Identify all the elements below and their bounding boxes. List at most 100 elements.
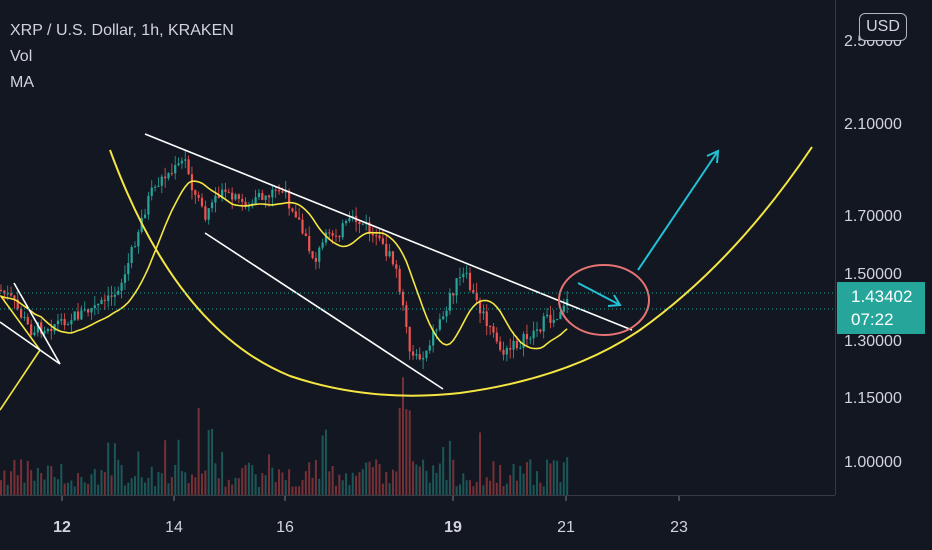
candle-body [442, 316, 445, 320]
volume-bar [502, 486, 505, 495]
volume-bar [184, 472, 187, 495]
candle-body [334, 235, 338, 237]
candle-body [489, 326, 492, 328]
candle-body [267, 195, 271, 198]
candle-body [36, 322, 39, 333]
candle-body [311, 251, 314, 258]
candle-body [150, 187, 153, 196]
volume-bar [465, 480, 468, 495]
volume-bar [73, 486, 76, 495]
volume-bar [345, 473, 348, 495]
candle-body [174, 165, 177, 174]
volume-bar [425, 470, 428, 495]
breakout-circle[interactable] [558, 264, 650, 336]
volume-bar [391, 469, 394, 495]
candle-body [241, 198, 244, 202]
candle-body [274, 189, 277, 191]
volume-bar [408, 410, 411, 495]
volume-bar [278, 469, 281, 495]
legend-title[interactable]: XRP / U.S. Dollar, 1h, KRAKEN [10, 22, 234, 39]
volume-bar [321, 435, 324, 495]
volume-bar [328, 471, 331, 495]
volume-bar [536, 471, 538, 495]
volume-bar [385, 472, 388, 495]
small-trendline-left-2[interactable] [0, 321, 61, 365]
price-axis[interactable]: 2.500002.100001.700001.500001.300001.150… [844, 33, 902, 471]
volume-bar [134, 476, 136, 495]
candle-body [271, 189, 274, 198]
candle-body [110, 295, 113, 297]
candle-body [43, 331, 46, 334]
volume-bar [107, 442, 110, 495]
candle-body [314, 257, 317, 262]
candle-body [261, 192, 264, 200]
channel-lower-line[interactable] [204, 232, 444, 390]
candle-body [117, 290, 120, 295]
candle-body [123, 274, 127, 283]
small-trendline-left[interactable] [13, 282, 61, 365]
candle-body [157, 185, 160, 187]
candle-body [100, 299, 103, 304]
candle-body [395, 264, 398, 269]
volume-bar [355, 475, 358, 495]
volume-bar [157, 471, 160, 495]
volume-bar [97, 484, 100, 495]
volume-bar [539, 482, 542, 495]
candle-body [13, 295, 16, 300]
candle-body [566, 299, 569, 306]
volume-bar [559, 482, 562, 495]
volume-bar [542, 486, 545, 495]
bar-countdown: 07:22 [851, 310, 894, 329]
rounded-bottom-curve[interactable] [109, 146, 813, 397]
volume-bar [33, 480, 36, 495]
volume-bar [13, 459, 16, 495]
candle-body [197, 194, 200, 198]
candle-body [50, 328, 53, 332]
candle-body [532, 330, 535, 339]
volume-bar [485, 477, 488, 495]
candle-body [559, 311, 562, 320]
volume-bar [304, 471, 307, 495]
volume-bar [519, 465, 522, 495]
volume-bar [43, 479, 46, 495]
resistance-trendline[interactable] [144, 133, 633, 331]
volume-bar [237, 478, 240, 495]
candle-body [227, 191, 230, 193]
candle-body [87, 309, 90, 313]
time-axis[interactable]: 12 14 16 19 21 23 [53, 496, 688, 536]
volume-bar [288, 469, 291, 495]
arrow-up-right[interactable] [637, 149, 720, 271]
volume-bar [214, 463, 217, 495]
candle-body [542, 316, 545, 332]
candle-body [76, 311, 80, 320]
candle-body [304, 233, 307, 236]
volume-bar [368, 461, 371, 495]
volume-bar [140, 477, 143, 495]
legend-vol[interactable]: Vol [10, 48, 33, 65]
arrow-down-right[interactable] [577, 282, 622, 307]
candle-body [254, 197, 257, 204]
volume-bar [264, 474, 267, 495]
candle-body [237, 194, 240, 199]
candle-body [502, 349, 505, 355]
volume-bar [247, 462, 250, 495]
volume-bar [271, 467, 274, 495]
candle-body [509, 348, 512, 350]
time-tick-label: 23 [670, 519, 688, 536]
candle-body [405, 305, 408, 327]
candle-body [455, 278, 458, 296]
volume-bar [103, 472, 106, 495]
volume-bar [30, 470, 33, 495]
candle-body [328, 232, 331, 234]
volume-bars [0, 377, 569, 495]
candle-body [492, 326, 495, 333]
volume-bar [90, 474, 93, 495]
candle-body [217, 195, 220, 199]
volume-bar [529, 459, 532, 495]
legend-ma[interactable]: MA [10, 74, 34, 91]
volume-bar [53, 476, 56, 495]
volume-bar [438, 463, 441, 495]
price-tick-label: 1.15000 [844, 390, 902, 407]
currency-button[interactable]: USD [859, 13, 907, 41]
